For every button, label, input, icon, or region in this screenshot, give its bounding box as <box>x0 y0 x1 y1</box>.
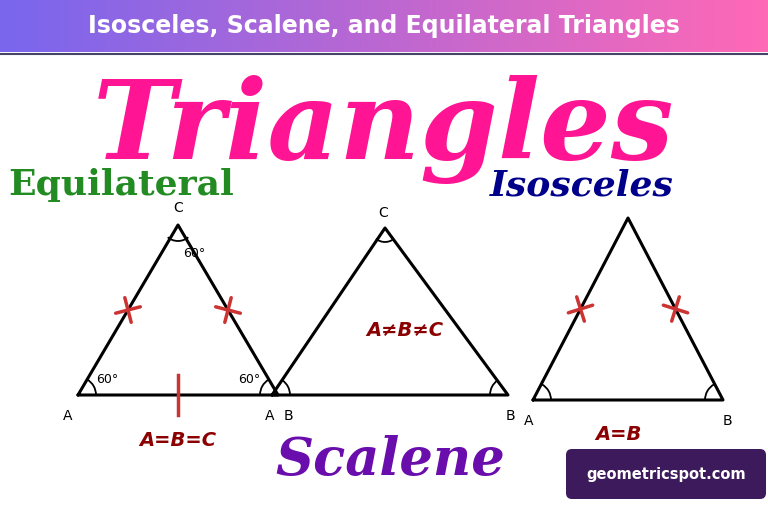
Text: B: B <box>722 414 732 428</box>
Text: B: B <box>505 409 515 423</box>
Text: A: A <box>63 409 73 423</box>
Text: Isosceles, Scalene, and Equilateral Triangles: Isosceles, Scalene, and Equilateral Tria… <box>88 14 680 38</box>
FancyBboxPatch shape <box>566 449 766 499</box>
Text: C: C <box>378 206 388 220</box>
Text: A: A <box>265 409 275 423</box>
Text: A=B: A=B <box>594 425 641 444</box>
Text: A≠B≠C: A≠B≠C <box>366 321 443 339</box>
Text: 60°: 60° <box>183 247 205 260</box>
Text: C: C <box>173 201 183 215</box>
Text: Equilateral: Equilateral <box>8 168 233 202</box>
Text: 60°: 60° <box>238 373 260 386</box>
Text: Isosceles: Isosceles <box>490 168 674 202</box>
Text: 60°: 60° <box>96 373 118 386</box>
Text: A=B=C: A=B=C <box>140 431 217 450</box>
Text: Scalene: Scalene <box>275 435 505 485</box>
Text: A: A <box>525 414 534 428</box>
Text: geometricspot.com: geometricspot.com <box>586 466 746 481</box>
Text: B: B <box>283 409 293 423</box>
Text: Triangles: Triangles <box>93 75 675 184</box>
